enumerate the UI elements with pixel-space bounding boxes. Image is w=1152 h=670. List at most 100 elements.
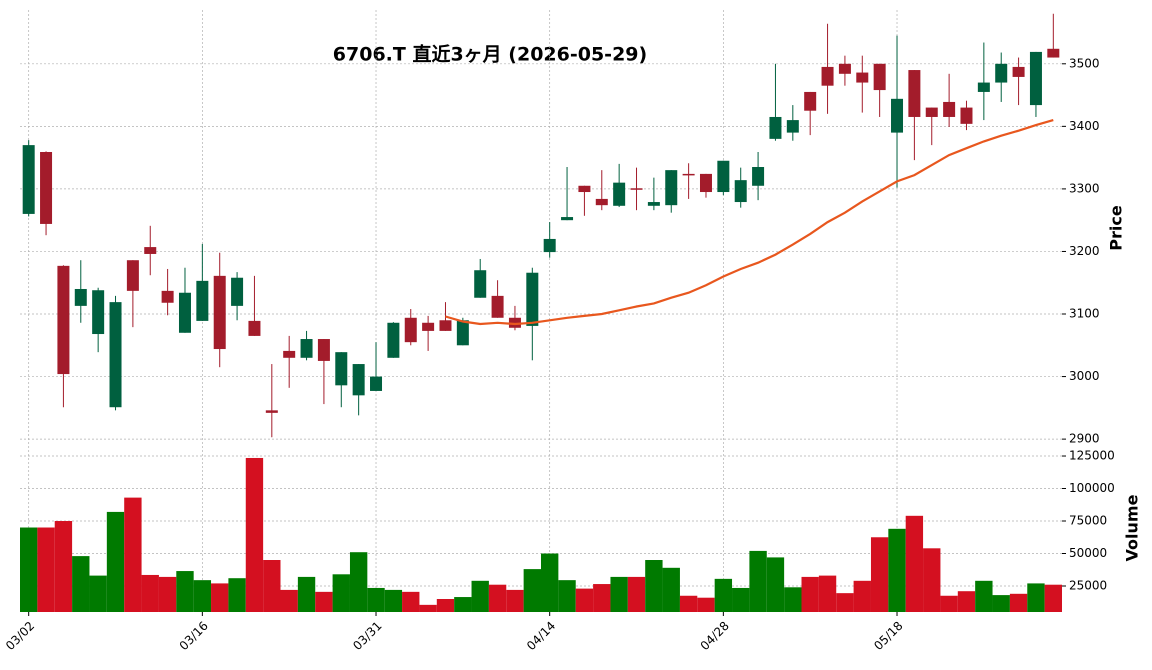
volume-bar — [506, 589, 524, 612]
moving-average — [445, 119, 1054, 326]
volume-bar — [749, 550, 767, 612]
candle-body — [335, 352, 348, 386]
y-axis-label: Price — [1107, 205, 1126, 251]
candle-body — [161, 290, 174, 303]
candle-body — [439, 320, 452, 331]
candle-body — [40, 151, 53, 224]
candle-body — [22, 145, 35, 214]
volume-bar — [89, 575, 107, 612]
candle-body — [248, 320, 261, 336]
candle-body — [422, 322, 435, 331]
volume-bar — [558, 580, 576, 612]
volume-bar — [836, 593, 854, 612]
volume-bar — [575, 588, 594, 612]
volume-bar — [801, 576, 819, 612]
candle-body — [699, 173, 712, 193]
candle-body — [561, 217, 574, 221]
candle-body — [196, 280, 209, 321]
candle-body — [943, 101, 956, 117]
candle-body — [821, 66, 834, 86]
x-tick-label: 03/02 — [3, 619, 37, 653]
y-tick-label: 3200 — [1069, 244, 1100, 258]
volume-bar — [488, 584, 507, 612]
candle-body — [404, 317, 417, 343]
candle-body — [838, 63, 851, 74]
volume-axis-label: Volume — [1123, 494, 1142, 561]
candle-body — [995, 63, 1008, 83]
candle-body — [491, 295, 504, 318]
volume-bar — [315, 591, 333, 612]
volume-bar — [541, 553, 559, 612]
y-tick-label: 3300 — [1069, 181, 1100, 195]
candle-body — [213, 275, 226, 350]
volume-bar — [923, 548, 941, 612]
volume-bar — [349, 552, 368, 612]
volume-bar — [645, 560, 663, 612]
candle-body — [370, 376, 383, 391]
volume-bar — [141, 574, 159, 612]
candle-body — [734, 180, 747, 203]
volume-bar — [332, 574, 350, 612]
candle-body — [300, 339, 313, 358]
candle-body — [769, 116, 782, 139]
volume-bar — [176, 571, 194, 612]
volume-bar — [714, 578, 733, 612]
volume-bar — [20, 527, 38, 612]
volume-bar — [54, 521, 73, 612]
volume-bar — [367, 587, 385, 612]
candle-body — [595, 198, 608, 206]
y-tick-label: 2900 — [1069, 432, 1100, 446]
candle-body — [1029, 51, 1042, 106]
volume-bar — [263, 560, 281, 612]
volume-bar — [818, 575, 837, 612]
volume-bar — [211, 583, 229, 612]
chart-title: 6706.T 直近3ヶ月 (2026-05-29) — [333, 43, 647, 66]
volume-bar — [784, 587, 802, 612]
volume-tick-label: 125000 — [1069, 449, 1115, 463]
candle-body — [92, 290, 105, 335]
volume-bar — [662, 567, 680, 612]
volume-bar — [37, 527, 55, 612]
volume-bar — [870, 537, 889, 612]
volume-tick-label: 50000 — [1069, 546, 1107, 560]
volume-tick-label: 100000 — [1069, 481, 1115, 495]
candle-body — [804, 91, 817, 111]
volume-bar — [593, 584, 611, 612]
volume-bar — [384, 589, 403, 612]
candle-body — [387, 322, 400, 358]
y-tick-label: 3400 — [1069, 119, 1100, 133]
candle-body — [630, 188, 643, 190]
volume-bar — [193, 580, 212, 612]
x-tick-label: 05/18 — [871, 619, 905, 653]
x-tick-label: 04/14 — [524, 619, 558, 653]
candle-body — [508, 317, 521, 328]
candle-body — [265, 410, 278, 413]
volume-bar — [940, 595, 958, 612]
y-tick-label: 3500 — [1069, 56, 1100, 70]
candle-body — [578, 185, 591, 193]
volume-bar — [72, 556, 90, 612]
y-tick-label: 3000 — [1069, 369, 1100, 383]
volume-bar — [888, 528, 906, 612]
volume-bar — [106, 511, 125, 612]
volume-bar — [766, 557, 785, 612]
candle-body — [613, 182, 626, 206]
volume-bar — [436, 599, 455, 612]
candle-body — [474, 270, 487, 298]
volume-tick-label: 25000 — [1069, 579, 1107, 593]
candle-body — [891, 98, 904, 133]
candle-body — [231, 277, 244, 306]
volume-bar — [454, 597, 472, 612]
volume-bar — [523, 569, 541, 612]
candle-body — [717, 160, 730, 193]
candle-body — [144, 247, 157, 254]
volume-bar — [610, 576, 628, 612]
candle-body — [1047, 48, 1060, 58]
volume-bar — [124, 497, 142, 612]
candle-body — [126, 260, 139, 291]
candle-body — [352, 364, 365, 396]
volume-bar — [245, 457, 264, 612]
candle-body — [109, 302, 122, 408]
candle-body — [925, 107, 938, 117]
candle-body — [57, 265, 70, 375]
